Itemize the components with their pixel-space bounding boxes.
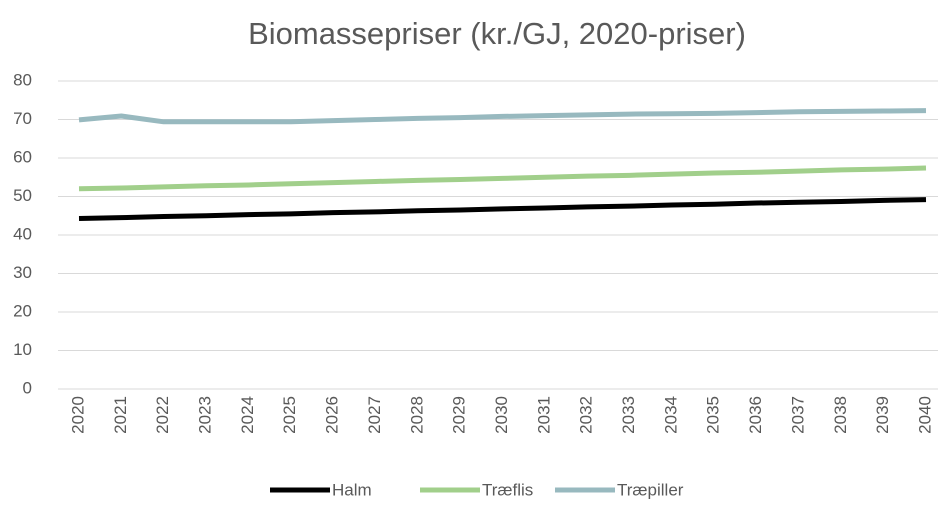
x-tick-label: 2038	[831, 396, 850, 434]
y-tick-label: 70	[13, 109, 32, 128]
x-tick-label: 2037	[788, 396, 807, 434]
x-tick-label: 2027	[365, 396, 384, 434]
x-tick-label: 2033	[619, 396, 638, 434]
x-tick-label: 2020	[68, 396, 87, 434]
legend-label: Halm	[332, 480, 372, 499]
x-tick-label: 2021	[111, 396, 130, 434]
y-tick-label: 80	[13, 70, 32, 89]
x-tick-label: 2035	[704, 396, 723, 434]
x-tick-label: 2024	[238, 396, 257, 434]
x-tick-label: 2034	[661, 396, 680, 434]
x-tick-label: 2029	[450, 396, 469, 434]
y-tick-label: 50	[13, 186, 32, 205]
y-tick-label: 0	[23, 378, 32, 397]
x-tick-label: 2030	[492, 396, 511, 434]
line-series	[78, 165, 927, 192]
y-tick-label: 10	[13, 340, 32, 359]
legend-label: Træflis	[482, 480, 533, 499]
x-tick-label: 2040	[915, 396, 934, 434]
y-tick-label: 40	[13, 224, 32, 243]
line-series	[78, 197, 927, 221]
x-tick-label: 2028	[407, 396, 426, 434]
x-tick-label: 2025	[280, 396, 299, 434]
x-tick-label: 2022	[153, 396, 172, 434]
x-tick-label: 2036	[746, 396, 765, 434]
y-tick-label: 60	[13, 147, 32, 166]
y-tick-label: 20	[13, 301, 32, 320]
x-tick-label: 2026	[323, 396, 342, 434]
chart-title: Biomassepriser (kr./GJ, 2020-priser)	[248, 16, 746, 51]
legend-label: Træpiller	[617, 480, 684, 499]
x-tick-label: 2023	[196, 396, 215, 434]
x-tick-label: 2031	[534, 396, 553, 434]
line-series	[78, 108, 927, 125]
x-tick-label: 2032	[577, 396, 596, 434]
y-tick-label: 30	[13, 263, 32, 282]
x-tick-label: 2039	[873, 396, 892, 434]
